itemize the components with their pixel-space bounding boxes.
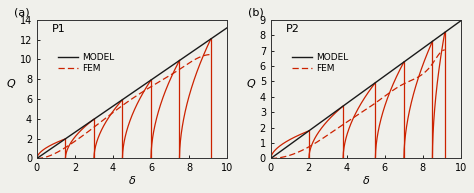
Text: P2: P2 xyxy=(286,24,300,34)
Legend: MODEL, FEM: MODEL, FEM xyxy=(55,49,118,77)
Y-axis label: Q: Q xyxy=(7,79,16,89)
X-axis label: δ: δ xyxy=(128,176,135,186)
Text: (b): (b) xyxy=(248,7,264,17)
Text: (a): (a) xyxy=(14,7,30,17)
Y-axis label: Q: Q xyxy=(247,79,256,89)
Text: P1: P1 xyxy=(52,24,66,34)
X-axis label: δ: δ xyxy=(363,176,369,186)
Legend: MODEL, FEM: MODEL, FEM xyxy=(289,49,352,77)
